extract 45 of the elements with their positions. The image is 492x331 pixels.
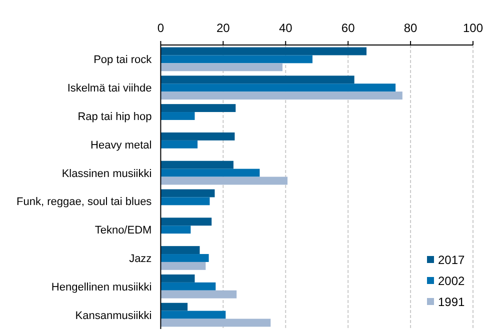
bar <box>160 246 200 254</box>
bar <box>160 197 210 206</box>
bar <box>160 160 234 169</box>
y-tick-label: Klassinen musiikki <box>62 168 152 180</box>
bar <box>160 310 226 319</box>
bar <box>160 140 198 148</box>
legend-label: 2002 <box>438 274 466 288</box>
bar <box>160 226 191 234</box>
bar <box>160 92 402 100</box>
bar <box>160 290 237 298</box>
bar <box>160 112 195 120</box>
x-tick-label: 100 <box>462 21 484 35</box>
x-tick-label: 40 <box>278 21 293 35</box>
x-tick-label: 0 <box>157 21 164 35</box>
bar <box>160 132 235 140</box>
bar <box>160 104 236 112</box>
bar <box>160 282 216 290</box>
x-tick-label: 60 <box>341 21 356 35</box>
bar <box>160 302 188 311</box>
y-tick-label: Tekno/EDM <box>94 224 152 237</box>
bar <box>160 254 209 262</box>
bar <box>160 55 312 64</box>
y-tick-label: Iskelmä tai viihde <box>67 82 152 95</box>
bar <box>160 47 367 56</box>
y-tick-label: Rap tai hip hop <box>78 111 152 123</box>
y-tick-label: Jazz <box>129 253 152 265</box>
x-tick-label: 80 <box>404 21 418 35</box>
y-tick-label: Pop tai rock <box>94 54 152 66</box>
bar <box>160 262 206 270</box>
bar <box>160 176 288 185</box>
bar <box>160 218 212 226</box>
y-tick-label: Hengellinen musiikki <box>51 281 152 294</box>
legend-label: 2017 <box>438 253 466 267</box>
bar <box>160 189 215 198</box>
y-tick-label: Kansanmusiikki <box>75 310 152 322</box>
bar <box>160 274 195 282</box>
y-tick-label: Funk, reggae, soul tai blues <box>16 196 152 208</box>
bar <box>160 84 396 92</box>
x-tick-label: 20 <box>216 21 230 35</box>
bar <box>160 168 260 177</box>
legend-label: 1991 <box>438 295 466 309</box>
y-tick-label: Heavy metal <box>90 139 152 152</box>
bar <box>160 318 271 327</box>
bar <box>160 63 282 72</box>
bar <box>160 76 354 84</box>
